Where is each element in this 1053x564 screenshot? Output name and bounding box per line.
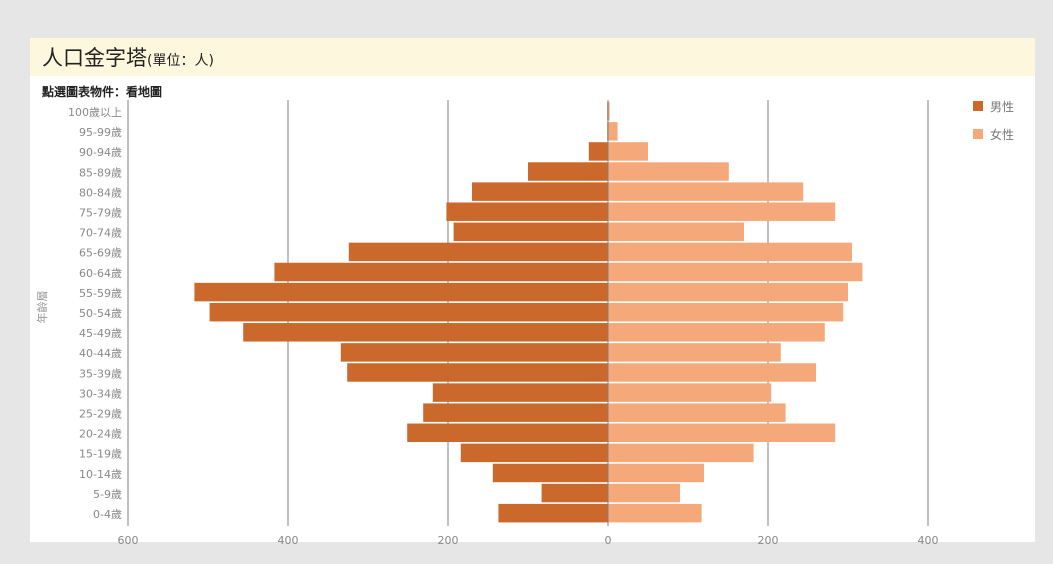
bar-female[interactable]	[608, 363, 816, 382]
category-label: 30-34歲	[79, 386, 122, 400]
legend-swatch-female	[973, 129, 983, 139]
x-tick-label: 200	[758, 534, 779, 547]
bar-female[interactable]	[608, 443, 754, 463]
bar-female[interactable]	[608, 463, 704, 483]
y-axis-label: 年齡層	[35, 291, 49, 324]
category-label: 95-99歲	[79, 125, 122, 139]
bar-female[interactable]	[608, 483, 680, 503]
bar-male[interactable]	[340, 343, 608, 362]
bar-male[interactable]	[209, 302, 608, 322]
x-tick-label: 600	[118, 534, 139, 547]
bar-female[interactable]	[608, 102, 610, 121]
category-label: 85-89歲	[79, 165, 122, 179]
bar-female[interactable]	[608, 403, 786, 422]
legend-label-male: 男性	[990, 99, 1015, 114]
bar-male[interactable]	[528, 162, 608, 181]
category-label: 70-74歲	[79, 226, 122, 240]
category-label: 35-39歲	[79, 366, 122, 380]
chart-title-unit: (單位：人)	[147, 53, 214, 69]
x-tick-label: 200	[438, 534, 459, 547]
bar-male[interactable]	[472, 182, 608, 201]
category-label: 90-94歲	[79, 145, 122, 159]
bar-male[interactable]	[243, 323, 608, 342]
category-label: 40-44歲	[79, 346, 122, 360]
bar-female[interactable]	[608, 302, 844, 322]
x-tick-label: 400	[918, 534, 939, 547]
chart-panel: 人口金字塔(單位：人) 點選圖表物件：看地圖 100歲以上 95-99歲 90-94…	[30, 38, 1035, 547]
category-label: 75-79歲	[79, 206, 122, 220]
category-label: 10-14歲	[79, 467, 122, 481]
bar-male[interactable]	[541, 483, 608, 503]
bar-female[interactable]	[608, 343, 781, 362]
x-tick-label: 0	[605, 534, 612, 547]
bar-male[interactable]	[460, 443, 608, 463]
category-label: 5-9歲	[93, 487, 122, 501]
bar-male[interactable]	[348, 242, 608, 262]
chart-title-main: 人口金字塔	[42, 46, 147, 70]
bar-female[interactable]	[608, 182, 804, 201]
legend-item-female[interactable]: 女性	[973, 127, 1015, 142]
legend-label-female: 女性	[990, 127, 1015, 142]
category-label: 25-29歲	[79, 406, 122, 420]
bar-male[interactable]	[407, 423, 608, 443]
category-label: 20-24歲	[79, 427, 122, 441]
category-label: 0-4歲	[93, 507, 122, 521]
chart-title: 人口金字塔(單位：人)	[42, 42, 214, 72]
category-label: 60-64歲	[79, 266, 122, 280]
bar-female[interactable]	[608, 503, 702, 523]
bar-female[interactable]	[608, 222, 744, 242]
category-label: 15-19歲	[79, 447, 122, 461]
bar-female[interactable]	[608, 323, 825, 342]
bar-male[interactable]	[498, 503, 608, 523]
category-label: 65-69歲	[79, 246, 122, 260]
x-tick-layer: 600 400 200 0 200 400	[118, 534, 939, 547]
bar-female[interactable]	[608, 423, 836, 443]
category-label: 45-49歲	[79, 326, 122, 340]
bar-layer	[194, 102, 863, 523]
category-label: 80-84歲	[79, 185, 122, 199]
legend: 男性 女性	[973, 99, 1014, 155]
bar-male[interactable]	[423, 403, 608, 422]
bar-male[interactable]	[347, 363, 608, 382]
bar-female[interactable]	[608, 383, 772, 402]
x-tick-label: 400	[278, 534, 299, 547]
bar-female[interactable]	[608, 142, 648, 161]
title-bar: 人口金字塔(單位：人)	[30, 38, 1035, 76]
bar-male[interactable]	[492, 463, 608, 483]
category-label-layer: 100歲以上 95-99歲 90-94歲 85-89歲 80-84歲 75-79歲 70-7…	[68, 105, 122, 521]
bar-male[interactable]	[274, 262, 608, 282]
legend-item-male[interactable]: 男性	[973, 99, 1015, 114]
bar-male[interactable]	[446, 202, 608, 221]
bar-female[interactable]	[608, 162, 729, 181]
population-pyramid-chart: 100歲以上 95-99歲 90-94歲 85-89歲 80-84歲 75-79歲 70-7…	[35, 100, 939, 547]
bar-male[interactable]	[194, 282, 608, 302]
legend-swatch-male	[973, 101, 983, 111]
bar-male[interactable]	[432, 383, 608, 402]
bar-female[interactable]	[608, 282, 848, 302]
bar-female[interactable]	[608, 122, 618, 141]
category-label: 50-54歲	[79, 306, 122, 320]
chart-subtitle: 點選圖表物件：看地圖	[42, 85, 163, 99]
bar-male[interactable]	[453, 222, 608, 242]
bar-female[interactable]	[608, 202, 836, 221]
bar-female[interactable]	[608, 262, 863, 282]
category-label: 100歲以上	[68, 105, 122, 119]
bar-male[interactable]	[588, 142, 608, 161]
bar-female[interactable]	[608, 242, 852, 262]
category-label: 55-59歲	[79, 286, 122, 300]
